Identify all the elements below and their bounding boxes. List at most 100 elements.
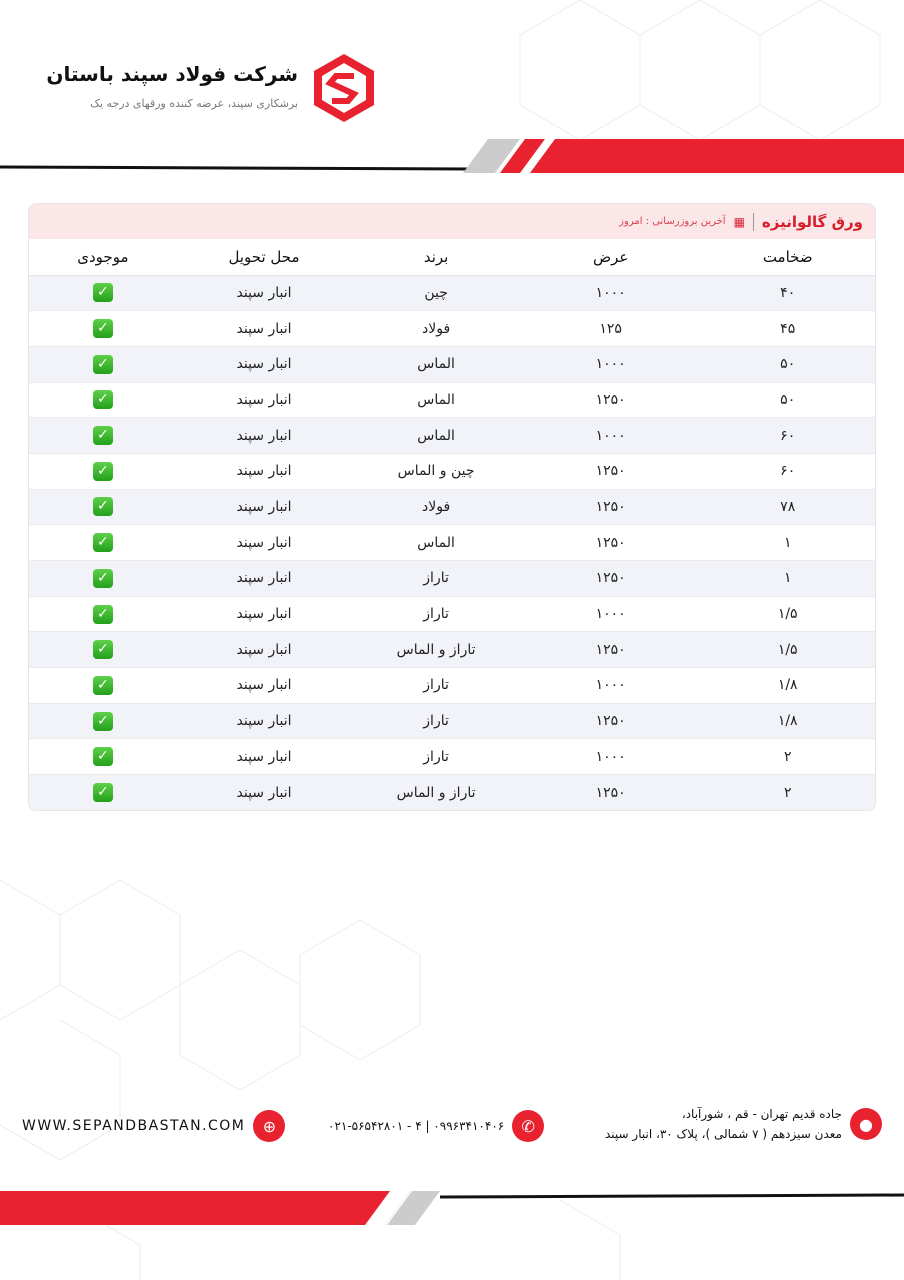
cell-delivery: انبار سپند <box>176 631 352 669</box>
cell-stock: ✓ <box>29 453 177 490</box>
check-icon: ✓ <box>92 426 113 446</box>
cell-brand: چین <box>351 275 521 312</box>
last-updated: آخرین بروزرسانی : امروز <box>619 216 726 227</box>
cell-width: ۱۰۰۰ <box>520 346 701 383</box>
cell-width: ۱۲۵ <box>520 310 701 347</box>
cell-width: ۱۲۵۰ <box>520 453 701 490</box>
cell-width: ۱۲۵۰ <box>520 703 701 740</box>
cell-delivery: انبار سپند <box>176 703 352 740</box>
cell-brand: تاراز <box>351 667 521 704</box>
cell-delivery: انبار سپند <box>176 560 352 597</box>
cell-delivery: انبار سپند <box>176 453 352 490</box>
table-row: ۵۰ ۱۰۰۰ الماس انبار سپند ✓ <box>29 346 875 383</box>
cell-thickness: ۱/۵ <box>700 596 875 633</box>
cell-stock: ✓ <box>29 667 177 704</box>
table-row: ۱ ۱۲۵۰ تاراز انبار سپند ✓ <box>29 560 875 597</box>
check-icon: ✓ <box>92 533 113 553</box>
cell-brand: تاراز و الماس <box>351 774 521 811</box>
cell-width: ۱۲۵۰ <box>520 560 701 597</box>
company-logo <box>314 54 374 122</box>
table-row: ۷۸ ۱۲۵۰ فولاد انبار سپند ✓ <box>29 489 875 526</box>
cell-brand: تاراز <box>351 738 521 776</box>
cell-brand: چین و الماس <box>351 453 521 490</box>
cell-stock: ✓ <box>29 524 177 561</box>
cell-stock: ✓ <box>29 346 177 383</box>
col-width: عرض <box>520 239 701 276</box>
cell-width: ۱۰۰۰ <box>520 738 701 776</box>
cell-stock: ✓ <box>29 560 177 597</box>
cell-brand: تاراز و الماس <box>351 631 521 669</box>
table-row: ۶۰ ۱۰۰۰ الماس انبار سپند ✓ <box>29 417 875 454</box>
galvanized-sheet-table: ورق گالوانیزه ▦ آخرین بروزرسانی : امروز … <box>28 203 876 812</box>
table-row: ۱/۵ ۱۰۰۰ تاراز انبار سپند ✓ <box>29 596 875 633</box>
cell-width: ۱۲۵۰ <box>520 774 701 811</box>
cell-brand: تاراز <box>351 560 521 597</box>
check-icon: ✓ <box>92 354 113 374</box>
cell-thickness: ۶۰ <box>700 453 875 490</box>
cell-thickness: ۲ <box>700 774 875 811</box>
check-icon: ✓ <box>92 604 113 624</box>
cell-thickness: ۱ <box>700 524 875 561</box>
table-title: ورق گالوانیزه <box>761 212 863 231</box>
cell-delivery: انبار سپند <box>176 738 352 776</box>
location-pin-icon: ● <box>849 1108 882 1140</box>
footer-band <box>0 1191 904 1225</box>
cell-brand: تاراز <box>351 596 521 633</box>
cell-stock: ✓ <box>29 631 177 669</box>
table-row: ۲ ۱۲۵۰ تاراز و الماس انبار سپند ✓ <box>29 774 875 811</box>
header-band <box>0 139 904 173</box>
company-tagline: برشکاری سپند، عرضه کننده ورقهای درجه یک <box>90 97 298 110</box>
check-icon: ✓ <box>92 783 113 803</box>
cell-stock: ✓ <box>29 275 177 312</box>
cell-thickness: ۵۰ <box>700 382 875 419</box>
cell-stock: ✓ <box>29 703 177 740</box>
cell-thickness: ۲ <box>700 738 875 776</box>
cell-brand: فولاد <box>351 310 521 347</box>
cell-width: ۱۰۰۰ <box>520 667 701 704</box>
cell-delivery: انبار سپند <box>176 524 352 561</box>
cell-delivery: انبار سپند <box>176 275 352 312</box>
table-row: ۱/۸ ۱۲۵۰ تاراز انبار سپند ✓ <box>29 703 875 740</box>
col-stock: موجودی <box>29 239 177 276</box>
cell-delivery: انبار سپند <box>176 489 352 526</box>
table-title-bar: ورق گالوانیزه ▦ آخرین بروزرسانی : امروز <box>29 204 875 239</box>
cell-brand: الماس <box>351 382 521 419</box>
cell-thickness: ۱/۵ <box>700 631 875 669</box>
footer-website: WWW.SEPANDBASTAN.COM ⊕ <box>22 1110 286 1142</box>
cell-width: ۱۲۵۰ <box>520 382 701 419</box>
phone-number[interactable]: ۰۲۱-۵۶۵۴۲۸۰۱ - ۴ | ۰۹۹۶۳۴۱۰۴۰۶ <box>328 1119 505 1133</box>
cell-delivery: انبار سپند <box>176 382 352 419</box>
phone-icon: ✆ <box>512 1110 545 1142</box>
check-icon: ✓ <box>92 283 113 303</box>
table-row: ۲ ۱۰۰۰ تاراز انبار سپند ✓ <box>29 738 875 776</box>
cell-thickness: ۶۰ <box>700 417 875 454</box>
cell-thickness: ۱ <box>700 560 875 597</box>
cell-delivery: انبار سپند <box>176 310 352 347</box>
table-row: ۶۰ ۱۲۵۰ چین و الماس انبار سپند ✓ <box>29 453 875 490</box>
cell-thickness: ۴۵ <box>700 310 875 347</box>
cell-stock: ✓ <box>29 774 177 811</box>
cell-width: ۱۲۵۰ <box>520 631 701 669</box>
cell-brand: الماس <box>351 524 521 561</box>
website-link[interactable]: WWW.SEPANDBASTAN.COM <box>22 1118 246 1134</box>
address-line-2: معدن سیزدهم ( ۷ شمالی )، پلاک ۳۰، انبار … <box>605 1127 842 1141</box>
cell-width: ۱۲۵۰ <box>520 524 701 561</box>
cell-delivery: انبار سپند <box>176 774 352 811</box>
check-icon: ✓ <box>92 319 113 339</box>
footer-address: ● جاده قدیم تهران - قم ، شورآباد، معدن س… <box>605 1104 882 1144</box>
cell-stock: ✓ <box>29 489 177 526</box>
cell-thickness: ۱/۸ <box>700 703 875 740</box>
check-icon: ✓ <box>92 675 113 695</box>
check-icon: ✓ <box>92 497 113 517</box>
cell-thickness: ۱/۸ <box>700 667 875 704</box>
table-row: ۱/۵ ۱۲۵۰ تاراز و الماس انبار سپند ✓ <box>29 631 875 669</box>
col-thickness: ضخامت <box>700 239 875 276</box>
col-brand: برند <box>351 239 521 276</box>
table-row: ۴۵ ۱۲۵ فولاد انبار سپند ✓ <box>29 310 875 347</box>
check-icon: ✓ <box>92 640 113 660</box>
check-icon: ✓ <box>92 568 113 588</box>
table-row: ۱/۸ ۱۰۰۰ تاراز انبار سپند ✓ <box>29 667 875 704</box>
cell-thickness: ۴۰ <box>700 275 875 312</box>
cell-width: ۱۰۰۰ <box>520 417 701 454</box>
cell-width: ۱۰۰۰ <box>520 275 701 312</box>
